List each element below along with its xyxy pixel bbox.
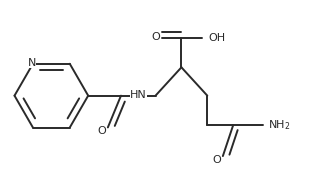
Text: HN: HN [130, 90, 147, 100]
Text: O: O [97, 126, 106, 136]
Text: O: O [152, 32, 160, 42]
Text: O: O [212, 155, 221, 165]
Text: OH: OH [208, 33, 226, 43]
Text: N: N [28, 58, 36, 68]
Text: NH$_2$: NH$_2$ [268, 118, 291, 132]
